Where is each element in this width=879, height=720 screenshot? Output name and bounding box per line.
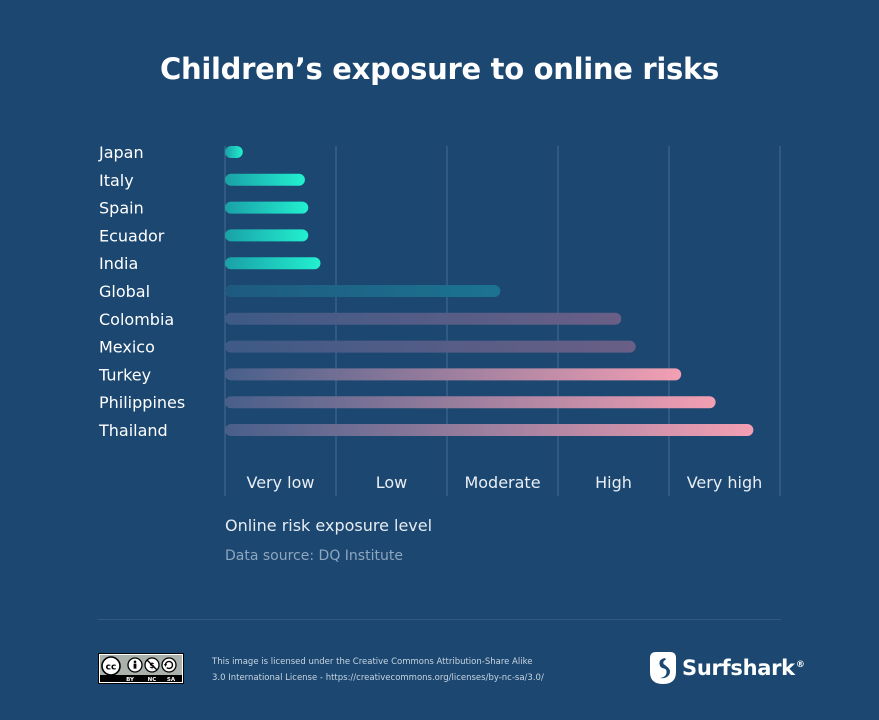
surfshark-icon — [650, 652, 676, 684]
surfshark-logo: Surfshark® — [650, 651, 805, 685]
bar-turkey — [225, 368, 682, 381]
bar-italy — [225, 173, 305, 186]
category-label: Thailand — [98, 421, 168, 440]
chart-title: Children’s exposure to online risks — [160, 52, 719, 86]
x-tick-label: High — [595, 473, 632, 492]
bar-japan — [225, 146, 243, 158]
category-label: Mexico — [99, 338, 155, 357]
cc-sa-label: SA — [167, 677, 176, 683]
data-source: Data source: DQ Institute — [225, 548, 403, 564]
bar-thailand — [225, 424, 754, 436]
bar-philippines — [225, 396, 716, 409]
x-tick-label: Moderate — [464, 473, 540, 492]
category-label: Philippines — [99, 393, 185, 412]
category-label: Colombia — [99, 310, 174, 329]
bar-spain — [225, 201, 309, 214]
bar-global — [225, 285, 501, 297]
brand-name-text: Surfshark — [682, 656, 795, 680]
svg-text:cc: cc — [106, 663, 117, 673]
category-label: Spain — [99, 199, 144, 218]
x-tick-label: Low — [376, 473, 408, 492]
brand-reg-mark: ® — [795, 660, 805, 670]
cc-by-label: BY — [126, 677, 135, 683]
x-axis-title: Online risk exposure level — [225, 516, 433, 535]
brand-name: Surfshark® — [682, 656, 805, 680]
category-label: Italy — [99, 171, 134, 190]
license-line-2: 3.0 International License - https://crea… — [212, 673, 544, 683]
bar-india — [225, 257, 321, 270]
license-line-1: This image is licensed under the Creativ… — [212, 657, 533, 667]
bar-colombia — [225, 312, 622, 325]
cc-nc-label: NC — [148, 677, 157, 683]
category-label: Ecuador — [99, 226, 165, 245]
category-label: Turkey — [98, 365, 151, 384]
bar-mexico — [225, 340, 636, 353]
x-tick-label: Very low — [247, 473, 315, 492]
category-label: Global — [99, 282, 150, 301]
category-label: Japan — [98, 143, 144, 162]
category-label: India — [99, 254, 138, 273]
footer-divider — [98, 619, 781, 620]
bar-ecuador — [225, 229, 309, 242]
license-text: This image is licensed under the Creativ… — [212, 654, 572, 686]
x-tick-label: Very high — [687, 473, 763, 492]
cc-license-icon: cc $ BY NC SA — [98, 653, 184, 684]
